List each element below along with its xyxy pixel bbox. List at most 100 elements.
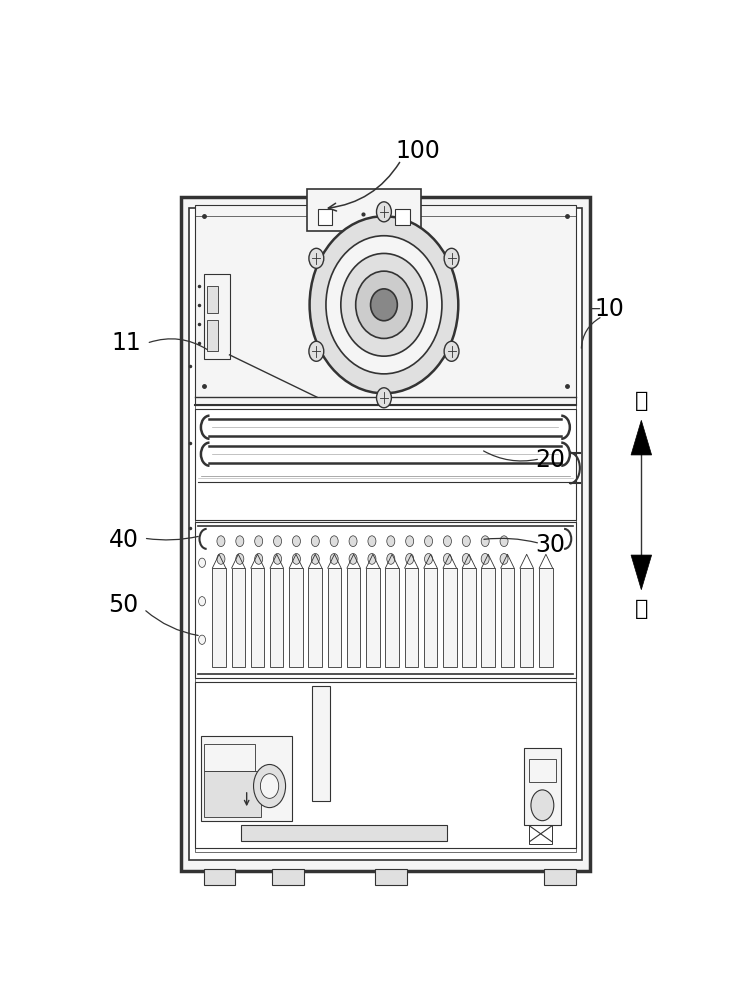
Circle shape — [444, 554, 452, 564]
Circle shape — [406, 554, 414, 564]
Ellipse shape — [370, 289, 397, 321]
Circle shape — [406, 536, 414, 547]
Circle shape — [500, 536, 508, 547]
Circle shape — [444, 341, 459, 361]
Circle shape — [330, 536, 338, 547]
Circle shape — [292, 554, 300, 564]
Ellipse shape — [326, 236, 442, 374]
Bar — [308, 568, 322, 667]
Bar — [251, 568, 264, 667]
Circle shape — [217, 536, 225, 547]
Bar — [385, 568, 399, 667]
Bar — [195, 682, 576, 848]
Circle shape — [309, 248, 324, 268]
Text: 上: 上 — [635, 391, 648, 411]
Bar — [443, 568, 457, 667]
Bar — [318, 209, 333, 225]
Circle shape — [236, 536, 244, 547]
Circle shape — [368, 554, 376, 564]
Bar — [241, 825, 447, 841]
Bar — [195, 216, 576, 852]
Circle shape — [424, 554, 432, 564]
Text: 11: 11 — [111, 331, 142, 355]
Bar — [189, 208, 582, 860]
Circle shape — [199, 635, 205, 644]
Bar — [524, 748, 562, 825]
Circle shape — [376, 202, 391, 222]
Circle shape — [387, 554, 395, 564]
Circle shape — [424, 536, 432, 547]
Bar — [204, 744, 255, 771]
Bar — [307, 189, 421, 231]
Circle shape — [255, 536, 263, 547]
Circle shape — [444, 248, 459, 268]
Circle shape — [462, 536, 470, 547]
Text: 10: 10 — [595, 297, 625, 321]
Circle shape — [376, 388, 391, 408]
Circle shape — [292, 536, 300, 547]
Bar — [462, 568, 476, 667]
Bar — [528, 759, 556, 782]
Circle shape — [330, 554, 338, 564]
Circle shape — [236, 554, 244, 564]
Bar — [272, 869, 304, 885]
Circle shape — [309, 341, 324, 361]
Bar — [181, 197, 590, 871]
Bar — [289, 568, 303, 667]
Circle shape — [311, 536, 320, 547]
Circle shape — [444, 536, 452, 547]
Circle shape — [387, 536, 395, 547]
Circle shape — [274, 554, 282, 564]
Bar — [232, 568, 245, 667]
Bar — [544, 869, 576, 885]
Bar — [328, 568, 341, 667]
Ellipse shape — [356, 271, 413, 338]
Circle shape — [462, 554, 470, 564]
Bar — [424, 568, 438, 667]
Circle shape — [255, 554, 263, 564]
Bar — [376, 869, 407, 885]
Bar — [201, 736, 292, 821]
Text: 20: 20 — [535, 448, 565, 472]
Bar — [396, 209, 410, 225]
Circle shape — [199, 597, 205, 606]
Text: 50: 50 — [108, 593, 139, 617]
Bar — [270, 568, 283, 667]
Circle shape — [311, 554, 320, 564]
Circle shape — [274, 536, 282, 547]
Bar — [204, 771, 261, 817]
Circle shape — [531, 790, 554, 821]
Bar — [481, 568, 495, 667]
Bar — [347, 568, 360, 667]
Bar — [204, 274, 230, 359]
Text: 100: 100 — [396, 139, 441, 163]
Bar — [520, 568, 534, 667]
Bar — [213, 568, 226, 667]
Circle shape — [349, 554, 357, 564]
Bar — [366, 568, 379, 667]
Circle shape — [481, 536, 489, 547]
Bar — [204, 869, 235, 885]
Circle shape — [500, 554, 508, 564]
Circle shape — [217, 554, 225, 564]
Text: 30: 30 — [535, 533, 565, 557]
Bar — [207, 320, 218, 351]
Bar — [404, 568, 418, 667]
Circle shape — [199, 558, 205, 567]
Circle shape — [254, 764, 286, 808]
Circle shape — [481, 554, 489, 564]
Ellipse shape — [341, 253, 427, 356]
Text: 下: 下 — [635, 599, 648, 619]
Bar — [528, 825, 551, 844]
Circle shape — [368, 536, 376, 547]
Polygon shape — [631, 555, 652, 590]
Bar — [195, 522, 576, 678]
Bar — [539, 568, 553, 667]
Bar — [207, 286, 218, 312]
Text: 40: 40 — [108, 528, 139, 552]
Ellipse shape — [310, 216, 458, 393]
Bar — [500, 568, 514, 667]
Bar — [312, 686, 330, 801]
Circle shape — [349, 536, 357, 547]
Bar — [195, 409, 576, 520]
